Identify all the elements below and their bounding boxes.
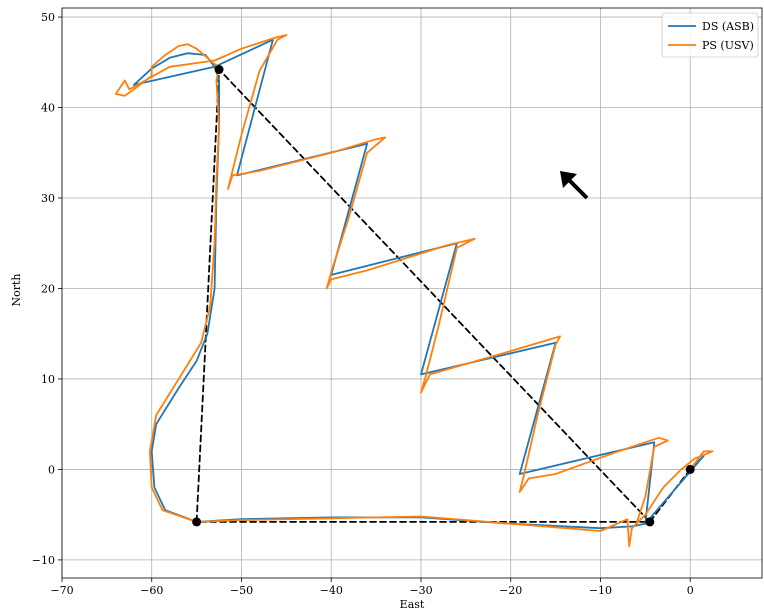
y-axis-label: North xyxy=(10,273,23,306)
waypoint-marker xyxy=(214,65,224,75)
legend-box xyxy=(661,12,759,58)
arrow-head xyxy=(560,171,577,188)
y-tick-label: 40 xyxy=(41,102,55,115)
x-tick-label: −20 xyxy=(499,584,522,597)
x-tick-label: −50 xyxy=(230,584,253,597)
plot-area xyxy=(62,8,762,578)
y-tick-label: 50 xyxy=(41,11,55,24)
legend-label-ds: DS (ASB) xyxy=(702,20,754,33)
x-tick-label: −60 xyxy=(140,584,163,597)
y-tick-label: 20 xyxy=(41,282,55,295)
x-tick-label: −70 xyxy=(50,584,73,597)
series-line-ps xyxy=(114,34,714,548)
waypoint-marker xyxy=(685,464,695,474)
x-tick-label: −30 xyxy=(409,584,432,597)
waypoint-markers xyxy=(192,65,695,527)
axis-ticks: −70 −60 −50 −40 −30 −20 −10 0 −10 0 10 20 30 40 50 xyxy=(32,11,694,597)
legend-label-ps: PS (USV) xyxy=(702,39,754,52)
heading-arrow xyxy=(560,171,589,200)
x-tick-label: 0 xyxy=(687,584,694,597)
x-tick-label: −10 xyxy=(589,584,612,597)
y-tick-label: −10 xyxy=(32,554,55,567)
arrow-shaft xyxy=(567,178,589,200)
x-tick-label: −40 xyxy=(320,584,343,597)
waypoint-marker xyxy=(645,517,655,527)
waypoint-marker xyxy=(192,517,202,527)
y-tick-label: 0 xyxy=(48,463,55,476)
y-tick-label: 30 xyxy=(41,192,55,205)
y-tick-label: 10 xyxy=(41,373,55,386)
legend: DS (ASB) PS (USV) xyxy=(661,12,759,58)
plot-frame xyxy=(61,7,763,579)
x-axis-label: East xyxy=(400,598,425,611)
